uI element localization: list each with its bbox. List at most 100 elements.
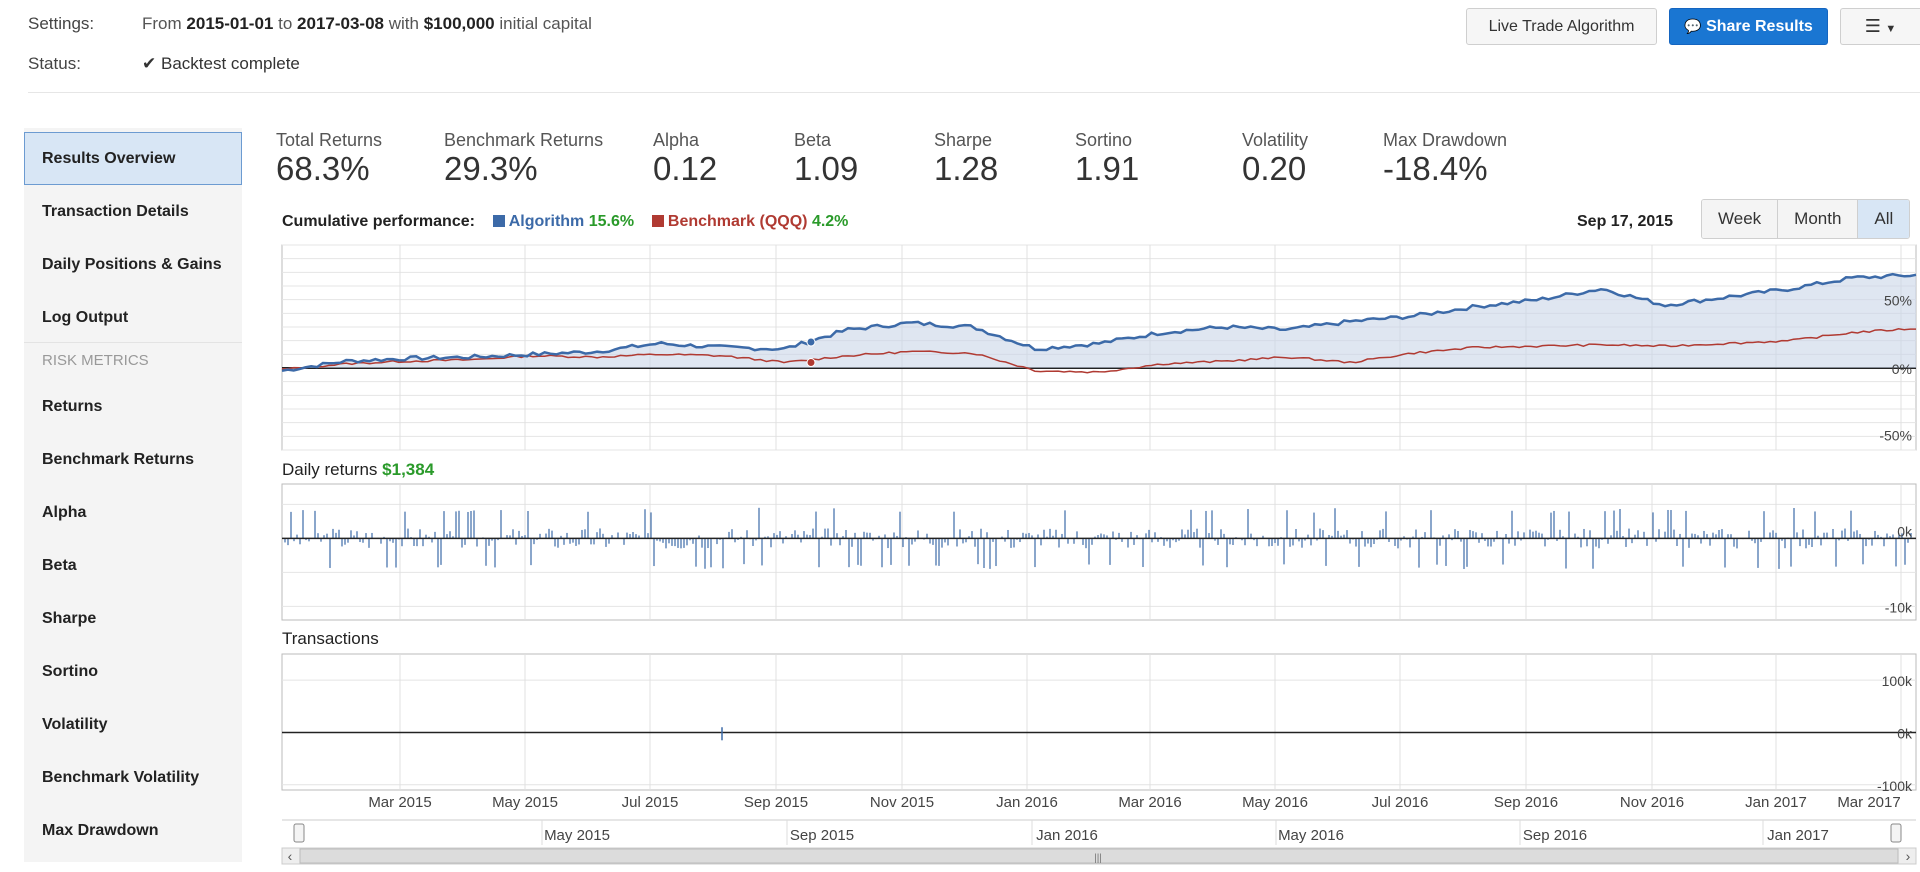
navigator-left-handle	[293, 823, 305, 843]
sidebar-item-daily-positions[interactable]: Daily Positions & Gains	[42, 256, 222, 273]
x-axis-tick-label: Mar 2015	[368, 794, 431, 811]
daily-returns-title: Daily returns $1,384	[282, 460, 435, 479]
metric-label-total-returns: Total Returns	[276, 130, 383, 150]
scroll-left-arrow-icon: ‹	[288, 848, 293, 864]
metric-label-volatility: Volatility	[1242, 130, 1309, 150]
x-axis-tick-label: Mar 2016	[1118, 794, 1181, 811]
daily-y-label: 0k	[1897, 523, 1913, 539]
sidebar-item-sharpe[interactable]: Sharpe	[42, 610, 97, 627]
benchmark-hover-point	[806, 358, 816, 368]
transactions-y-label: 100k	[1882, 673, 1913, 689]
legend-item-benchmark[interactable]: Benchmark (QQQ) 4.2%	[651, 213, 849, 230]
share-results-button[interactable]: 💬 Share Results	[1669, 8, 1828, 45]
benchmark-swatch	[651, 215, 664, 227]
capital-suffix: initial capital	[499, 14, 592, 33]
x-axis-tick-label: Jul 2016	[1372, 794, 1429, 811]
metric-value-alpha: 0.12	[653, 150, 718, 187]
legend-item-algorithm[interactable]: Algorithm 15.6%	[492, 213, 639, 230]
status-label: Status:	[28, 54, 81, 73]
x-axis-tick-label: Jan 2016	[996, 794, 1058, 811]
sidebar-item-max-drawdown[interactable]: Max Drawdown	[42, 822, 159, 839]
daily-returns-chart: 0k -10k	[281, 483, 1917, 621]
range-week-button[interactable]: Week	[1702, 200, 1779, 238]
navigator-tick-label: May 2015	[544, 827, 610, 844]
transactions-frame	[281, 653, 1917, 791]
hover-date-readout: Sep 17, 2015	[1577, 213, 1674, 230]
chevron-down-icon: ▼	[1885, 23, 1897, 35]
algorithm-hover-point	[806, 337, 816, 347]
settings-label: Settings:	[28, 14, 95, 33]
x-axis-tick-label: Jan 2017	[1745, 794, 1807, 811]
range-selector: Week Month All	[1701, 199, 1911, 239]
risk-metrics-heading: RISK METRICS	[42, 352, 149, 369]
cumulative-y-label: 50%	[1884, 293, 1912, 309]
x-axis-tick-label: Mar 2017	[1837, 794, 1900, 811]
daily-frame	[281, 483, 1917, 621]
navigator-tick-label: Jan 2017	[1767, 827, 1829, 844]
sidebar-item-transaction-details[interactable]: Transaction Details	[42, 203, 189, 220]
metric-value-total-returns: 68.3%	[276, 150, 370, 187]
metric-value-benchmark-returns: 29.3%	[444, 150, 538, 187]
metric-value-max-drawdown: -18.4%	[1383, 150, 1488, 187]
metric-label-sortino: Sortino	[1075, 130, 1133, 150]
x-axis-tick-label: Nov 2016	[1620, 794, 1684, 811]
range-all-button[interactable]: All	[1858, 200, 1910, 238]
sidebar-item-volatility[interactable]: Volatility	[42, 716, 108, 733]
sidebar-item-benchmark-volatility[interactable]: Benchmark Volatility	[42, 769, 200, 786]
with-word: with	[388, 14, 419, 33]
cumulative-title: Cumulative performance:	[282, 213, 475, 230]
metric-value-sortino: 1.91	[1075, 150, 1140, 187]
from-word: From	[142, 14, 182, 33]
algorithm-swatch	[492, 215, 505, 227]
benchmark-value: 4.2%	[811, 213, 849, 230]
layout-menu-button[interactable]: ☰ ▼	[1840, 8, 1920, 45]
transactions-y-label: 0k	[1897, 725, 1913, 741]
navigator-tick-label: Sep 2016	[1523, 827, 1587, 844]
sidebar-item-results-overview[interactable]: Results Overview	[24, 132, 242, 185]
benchmark-series-line	[281, 328, 1916, 374]
metric-value-sharpe: 1.28	[934, 150, 999, 187]
metric-label-alpha: Alpha	[653, 130, 700, 150]
transactions-chart: 100k 0k -100k	[281, 653, 1917, 794]
navigator-tick-label: Jan 2016	[1036, 827, 1098, 844]
time-axis: Mar 2015 May 2015 Jul 2015 Sep 2015 Nov 2015…	[368, 794, 1900, 811]
x-axis-tick-label: Jul 2015	[622, 794, 679, 811]
x-axis-tick-label: Sep 2016	[1494, 794, 1558, 811]
metric-value-beta: 1.09	[794, 150, 859, 187]
check-icon: ✔	[142, 54, 157, 73]
sidebar-item-log-output[interactable]: Log Output	[42, 309, 129, 326]
scroll-right-arrow-icon: ›	[1906, 848, 1911, 864]
start-date: 2015-01-01	[186, 14, 274, 33]
initial-capital: $100,000	[423, 14, 495, 33]
navigator-tick-label: May 2016	[1278, 827, 1344, 844]
transactions-title: Transactions	[282, 629, 379, 648]
sidebar-divider	[24, 342, 242, 343]
range-month-button[interactable]: Month	[1778, 200, 1859, 238]
sidebar-item-alpha[interactable]: Alpha	[42, 504, 87, 521]
transactions-y-label: -100k	[1877, 778, 1913, 794]
x-axis-tick-label: May 2016	[1242, 794, 1308, 811]
navigator-tick-label: Sep 2015	[790, 827, 854, 844]
status-text: Backtest complete	[160, 54, 300, 73]
sidebar-item-beta[interactable]: Beta	[42, 557, 77, 574]
sidebar-item-returns[interactable]: Returns	[42, 398, 103, 415]
metric-label-max-drawdown: Max Drawdown	[1383, 130, 1508, 150]
metric-label-sharpe: Sharpe	[934, 130, 993, 150]
settings-summary: From 2015-01-01 to 2017-03-08 with $100,…	[142, 14, 592, 34]
x-axis-tick-label: Sep 2015	[744, 794, 808, 811]
daily-returns-value: $1,384	[382, 460, 435, 479]
comment-icon: 💬	[1684, 18, 1702, 34]
x-axis-tick-label: Nov 2015	[870, 794, 934, 811]
live-trade-button[interactable]: Live Trade Algorithm	[1466, 8, 1657, 45]
cumulative-legend: Cumulative performance: Algorithm 15.6% …	[282, 213, 848, 231]
cumulative-y-label: 0%	[1892, 361, 1912, 377]
status-value: ✔ Backtest complete	[142, 54, 300, 74]
scrollbar-grip-icon: |||	[1094, 853, 1102, 864]
metric-value-volatility: 0.20	[1242, 150, 1307, 187]
sidebar-item-benchmark-returns[interactable]: Benchmark Returns	[42, 451, 195, 468]
list-menu-icon: ☰	[1864, 16, 1881, 36]
navigator-right-handle	[1890, 823, 1902, 843]
sidebar-item-sortino[interactable]: Sortino	[42, 663, 98, 680]
algorithm-series-line	[281, 272, 1917, 373]
